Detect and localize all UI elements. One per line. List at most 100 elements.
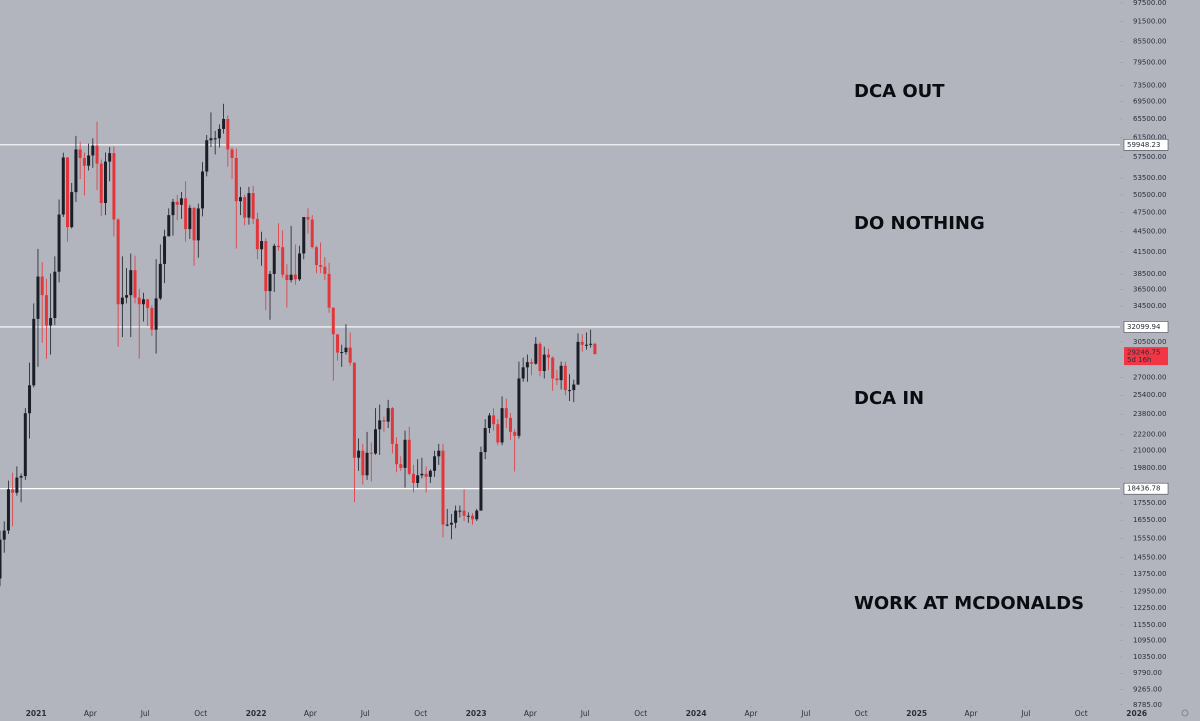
candle-body: [542, 354, 546, 372]
candle-body: [125, 295, 129, 298]
y-tick-label: 65500.00: [1133, 115, 1166, 123]
candle-body: [209, 138, 213, 141]
x-tick-label: Oct: [855, 709, 868, 718]
x-tick-label: Oct: [634, 709, 647, 718]
candle-body: [175, 201, 179, 205]
candle-body: [298, 253, 302, 280]
x-tick-label: Oct: [414, 709, 427, 718]
candle-body: [382, 420, 386, 422]
y-tick-label: 47500.00: [1133, 209, 1166, 217]
candle-body: [184, 198, 188, 230]
y-tick-label: 15550.00: [1133, 534, 1166, 542]
candle-body: [319, 264, 323, 267]
x-tick-label: 2022: [246, 709, 267, 718]
y-tick-label: 9790.00: [1133, 669, 1162, 677]
candle-body: [584, 344, 588, 346]
y-tick-label: 22200.00: [1133, 430, 1166, 438]
x-tick-label: Apr: [964, 709, 978, 718]
candle-body: [563, 365, 567, 391]
candle-body: [352, 362, 356, 458]
candle-body: [458, 510, 462, 512]
x-tick-label: Apr: [524, 709, 538, 718]
x-tick-label: Apr: [84, 709, 98, 718]
candle-body: [129, 270, 133, 296]
candle-body: [399, 464, 403, 468]
candle-body: [496, 424, 500, 443]
candle-body: [201, 171, 205, 209]
candle-body: [120, 297, 124, 305]
candle-body: [103, 161, 107, 204]
y-tick-label: 13750.00: [1133, 570, 1166, 578]
candle-body: [310, 219, 314, 248]
y-tick-label: 73500.00: [1133, 81, 1166, 89]
candle-body: [344, 347, 348, 353]
candle-body: [74, 149, 78, 193]
candle-body: [386, 408, 390, 422]
annotation: DCA IN: [854, 388, 924, 409]
candle-body: [78, 149, 82, 158]
y-tick-label: 50500.00: [1133, 191, 1166, 199]
candle-body: [133, 270, 137, 298]
candle-body: [572, 384, 576, 391]
y-tick-label: 36500.00: [1133, 285, 1166, 293]
x-tick-label: Oct: [1075, 709, 1088, 718]
candle-body: [479, 452, 483, 511]
x-tick-label: 2026: [1126, 709, 1147, 718]
candle-body: [49, 318, 53, 326]
candle-body: [454, 510, 458, 523]
y-tick-label: 30500.00: [1133, 338, 1166, 346]
candle-body: [365, 452, 369, 476]
y-tick-label: 57500.00: [1133, 153, 1166, 161]
y-tick-label: 10350.00: [1133, 653, 1166, 661]
candle-body: [99, 163, 103, 204]
candle-body: [331, 307, 335, 335]
candle-body: [205, 140, 209, 172]
x-tick-label: Jul: [800, 709, 810, 718]
candle-body: [276, 245, 280, 248]
candle-body: [336, 334, 340, 353]
level-label: 32099.94: [1127, 323, 1161, 331]
y-tick-label: 8785.00: [1133, 701, 1162, 709]
candle-body: [32, 318, 36, 386]
candle-body: [576, 341, 580, 385]
candle-body: [420, 473, 424, 476]
candle-body: [150, 308, 154, 330]
candle-body: [466, 515, 470, 517]
candle-body: [272, 245, 276, 274]
candle-body: [521, 367, 525, 379]
candle-body: [403, 439, 407, 468]
candle-body: [555, 378, 559, 381]
candle-body: [171, 201, 175, 216]
candle-body: [568, 390, 572, 392]
candle-body: [82, 157, 86, 166]
candle-body: [234, 157, 238, 202]
candle-body: [222, 118, 226, 129]
y-tick-label: 27000.00: [1133, 373, 1166, 381]
candle-body: [538, 343, 542, 372]
y-tick-label: 9265.00: [1133, 685, 1162, 693]
candle-body: [580, 341, 584, 345]
candle-body: [137, 297, 141, 305]
candle-body: [15, 477, 19, 493]
candle-body: [411, 473, 415, 483]
candle-body: [340, 352, 344, 354]
candle-body: [323, 266, 327, 274]
annotation: WORK AT MCDONALDS: [854, 593, 1084, 614]
candle-body: [268, 273, 272, 292]
candle-body: [6, 489, 10, 531]
candle-body: [260, 241, 264, 250]
candle-body: [238, 197, 242, 202]
settings-icon[interactable]: [1181, 709, 1189, 717]
candle-body: [281, 247, 285, 275]
x-tick-label: Jul: [1020, 709, 1030, 718]
candle-body: [66, 157, 70, 228]
candle-body: [57, 214, 61, 272]
candle-body: [407, 439, 411, 474]
annotation: DCA OUT: [854, 81, 945, 102]
candle-body: [293, 274, 297, 280]
x-tick-label: 2024: [686, 709, 707, 718]
x-tick-label: 2021: [26, 709, 47, 718]
x-tick-label: 2023: [466, 709, 487, 718]
candle-body: [146, 299, 150, 309]
candle-body: [424, 473, 428, 477]
